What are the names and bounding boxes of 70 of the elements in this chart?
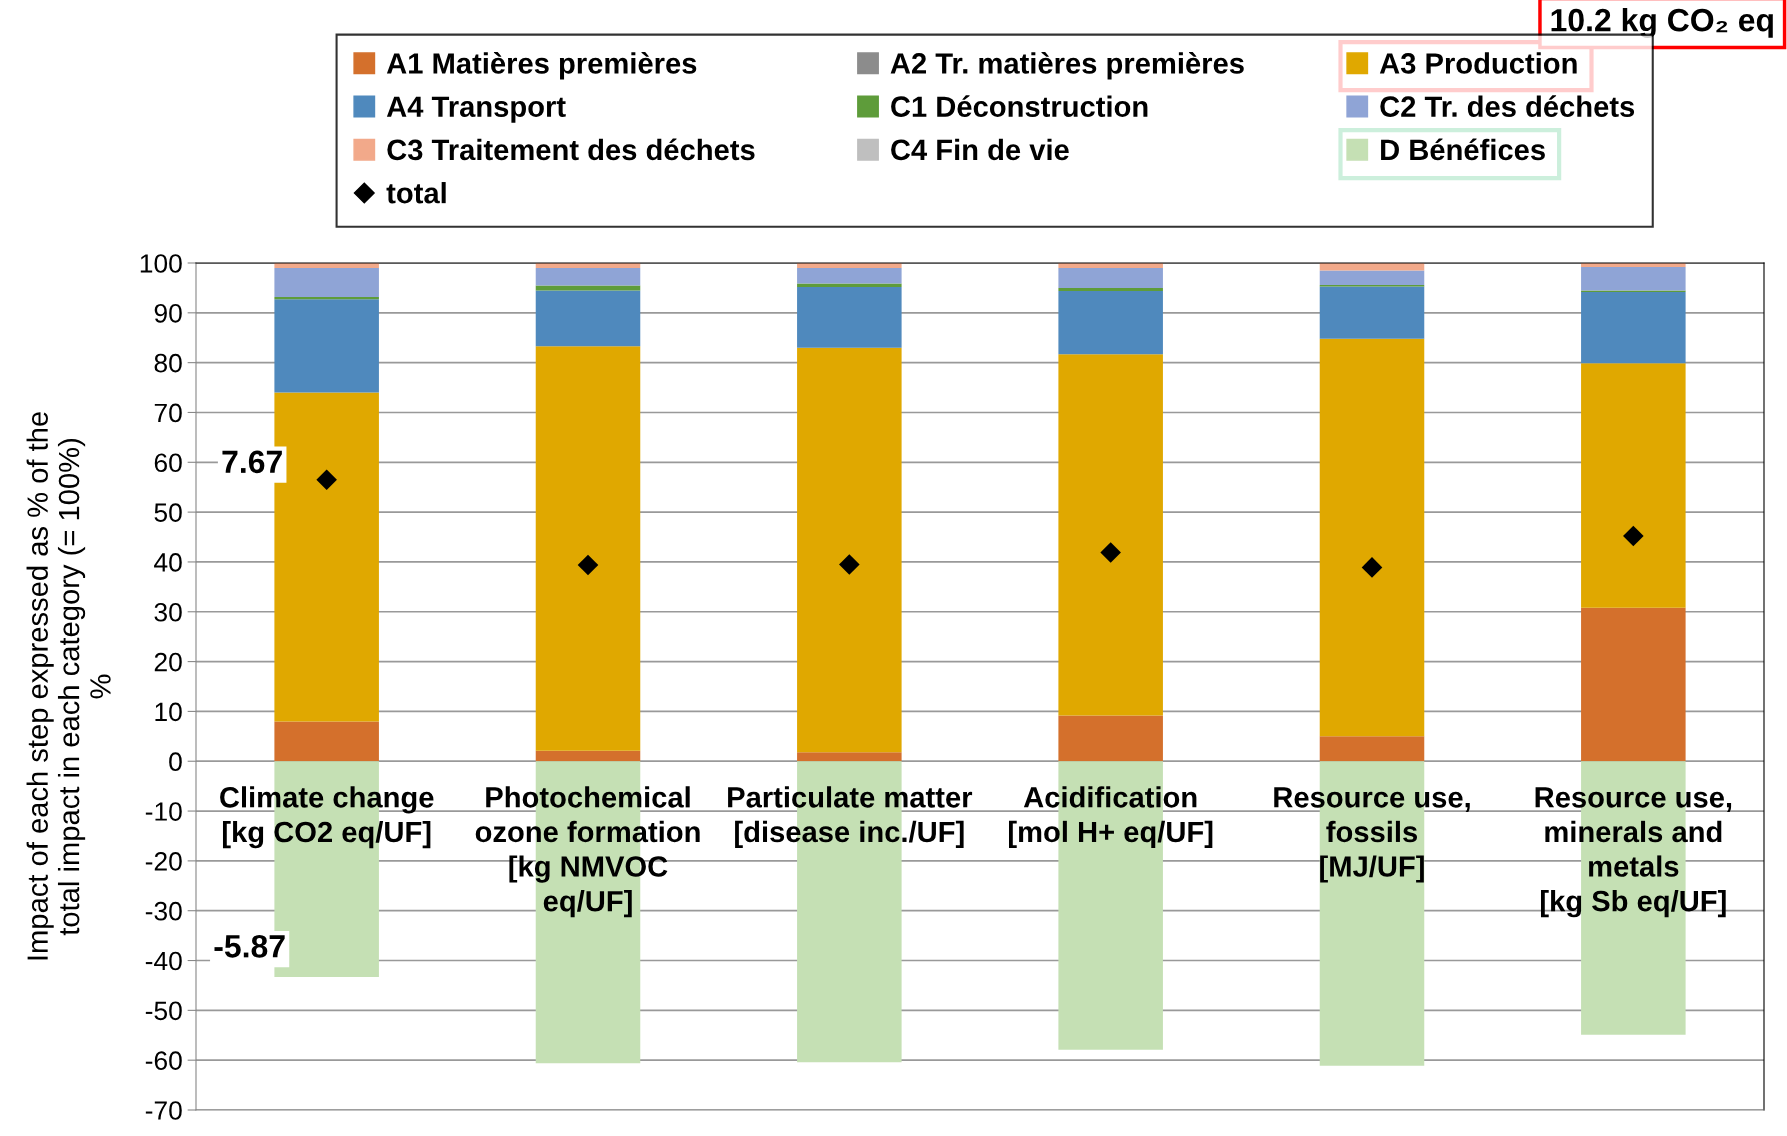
y-tick-label: 20 [154,652,182,672]
y-tick-label: 10 [155,702,182,722]
x-tick-label: Resource use, fossils [MJ/UF] [1274,787,1470,883]
legend-label: A2 Tr. matières premières [890,52,1244,80]
y-tick-label: -30 [145,901,182,921]
bar [1058,287,1163,291]
bar [535,346,641,751]
bar [797,267,902,284]
bar [1319,736,1425,762]
bar [797,347,902,753]
x-tick-label: Acidification [mol H+ eq/UF] [1009,786,1213,849]
bar [1058,354,1163,716]
y-tick-label: -10 [145,802,182,821]
legend-label: C3 Traitement des déchets [387,138,755,161]
point [1100,542,1121,563]
bar [274,299,379,393]
bar [535,750,641,762]
bar [535,285,641,291]
bar [797,286,902,348]
bar [797,752,902,762]
y-tick-label: -40 [145,951,182,971]
y-tick-label: -60 [145,1051,182,1070]
legend-label: total [386,182,446,204]
legend-label: C1 Déconstruction [891,95,1148,117]
y-tick-label: -20 [145,852,182,871]
legend-label: C2 Tr. des déchets [1380,95,1635,117]
y-tick-label: 100 [140,254,182,273]
bar [1058,715,1163,762]
bar [1319,270,1425,285]
y-tick-label: 30 [154,602,182,622]
bar [274,721,379,762]
bar [797,283,902,287]
point [839,554,860,575]
y-axis-title: Impact of each step expressed as % of the total impact in each category (= 100%) % [26,412,111,960]
bar [1581,607,1686,762]
bar [1581,363,1686,608]
x-tick-label: Particulate matter [disease inc./UF] [728,786,973,849]
point [316,469,337,491]
legend-label: A4 Transport [386,96,566,123]
bar [1319,338,1425,737]
legend-label: D Bénéfices [1381,138,1545,161]
y-tick-label: 90 [154,303,182,323]
y-tick-label: 70 [154,403,182,423]
x-tick-label: Climate change [kg CO2 eq/UF] [220,786,434,849]
bar [1581,266,1686,291]
bar [1319,286,1425,339]
y-tick-label: 40 [154,553,182,572]
y-tick-label: 50 [154,503,182,522]
annotation: 7.67 [222,450,282,474]
x-tick-label: Photochemical ozone formation [kg NMVOC eq/UF] [475,786,700,918]
y-tick-label: 0 [169,752,182,772]
text: 10.2 kg CO₂ eq [1551,8,1773,38]
y-tick-label: -70 [145,1101,182,1120]
point [1361,557,1383,578]
legend-label: C4 Fin de vie [891,138,1069,161]
bar [535,290,641,347]
bar [535,267,641,286]
y-tick-label: 80 [154,353,182,373]
legend-label: A3 Production [1379,52,1577,74]
point [577,554,599,576]
annotation: -5.87 [214,935,285,958]
x-tick-label: Resource use, minerals and metals [kg Sb eq/UF] [1535,787,1732,918]
y-tick-label: 60 [154,453,182,473]
legend-label: A1 Matières premières [386,52,697,80]
bar [274,267,379,297]
bar [1058,267,1163,288]
bar [1581,291,1686,364]
point [1623,525,1644,547]
y-tick-label: -50 [145,1001,182,1021]
bar [1058,290,1163,355]
